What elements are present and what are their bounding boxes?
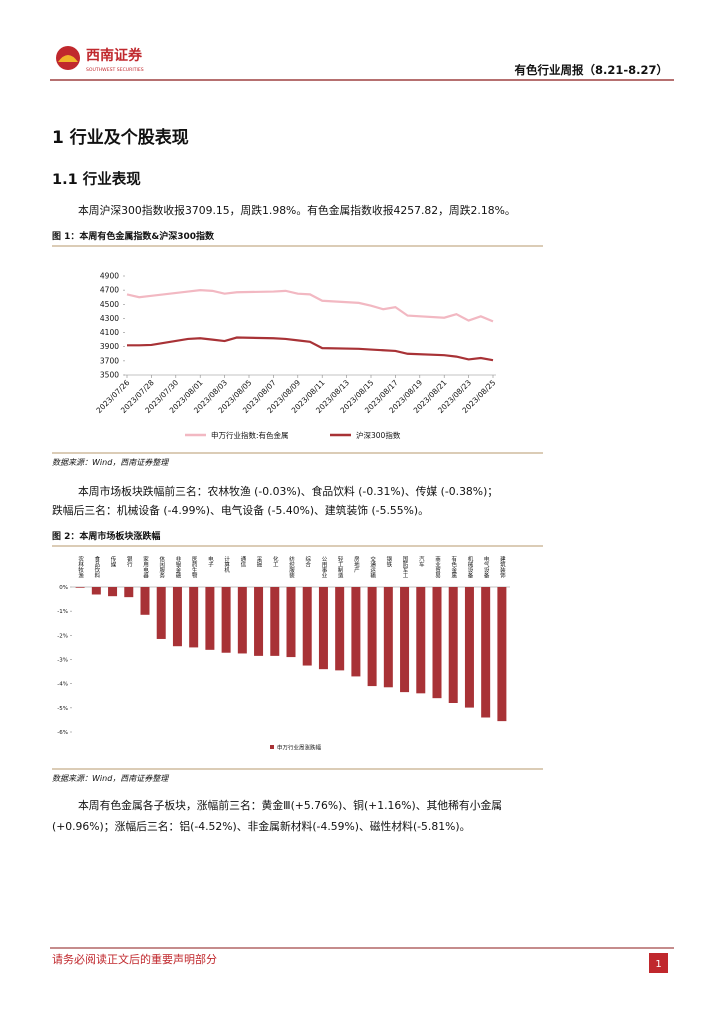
bar — [91, 587, 101, 595]
bar — [448, 587, 458, 703]
bar — [432, 587, 442, 699]
y-tick-label: -5% — [57, 706, 68, 712]
y-tick-label: 4100 — [100, 328, 119, 337]
y-tick-label: 3500 — [100, 371, 119, 380]
category-label: 有色金属 — [450, 555, 457, 580]
figure-caption: 图 1：本周有色金属指数&沪深300指数 — [52, 230, 215, 242]
bar — [383, 587, 393, 688]
legend-swatch — [270, 745, 274, 749]
category-label: 钢铁 — [385, 555, 392, 569]
line — [127, 336, 494, 362]
category-label: 轻工制造 — [337, 555, 344, 580]
category-label: 医药生物 — [191, 556, 198, 580]
bar — [172, 587, 182, 647]
legend-label: 申万行业周涨跌幅 — [277, 744, 322, 752]
category-label: 公用事业 — [320, 556, 327, 578]
category-label: 房地产 — [353, 555, 360, 574]
bar — [335, 587, 345, 671]
bar — [416, 587, 426, 694]
bar — [140, 587, 150, 615]
bar — [497, 587, 507, 722]
category-label: 通信 — [239, 555, 246, 569]
category-label: 非银金融 — [174, 555, 181, 580]
bar — [318, 587, 328, 670]
bar — [367, 587, 377, 687]
brand: 西南证券 — [86, 47, 143, 64]
bar — [464, 587, 474, 708]
bar — [108, 587, 118, 597]
y-tick-label: -2% — [57, 633, 68, 639]
legend-label: 申万行业指数:有色金属 — [211, 430, 289, 440]
subheading: 1.1 行业表现 — [52, 170, 141, 188]
y-tick-label: 0% — [59, 585, 68, 591]
y-tick-label: 3900 — [100, 342, 119, 351]
category-label: 农林牧渔 — [77, 555, 84, 580]
bar — [400, 587, 410, 693]
category-label: 电气设备 — [483, 555, 490, 580]
category-label: 采掘 — [256, 555, 263, 569]
category-label: 纺织服装 — [288, 555, 295, 580]
bar — [351, 587, 361, 677]
category-label: 传媒 — [110, 555, 117, 569]
bar — [481, 587, 491, 718]
y-tick-label: 3700 — [100, 356, 119, 365]
category-label: 电子 — [207, 555, 214, 568]
disclaimer: 请务必阅读正文后的重要声明部分 — [52, 952, 217, 966]
page-number: 1 — [655, 959, 661, 970]
figure-source: 数据来源：Wind，西南证券整理 — [52, 458, 169, 467]
category-label: 交通运输 — [369, 555, 376, 580]
figure-source: 数据来源：Wind，西南证券整理 — [52, 774, 169, 783]
category-label: 国防军工 — [402, 556, 409, 579]
brand-en: SOUTHWEST SECURITIES — [86, 67, 144, 73]
category-label: 建筑装饰 — [499, 555, 506, 580]
bar — [205, 587, 215, 650]
heading: 1 行业及个股表现 — [52, 127, 189, 148]
y-tick-label: 4300 — [100, 314, 119, 323]
y-tick-label: 4500 — [100, 300, 119, 309]
category-label: 综合 — [304, 555, 311, 569]
y-tick-label: -3% — [57, 658, 68, 664]
paragraph: 本周市场板块跌幅前三名：农林牧渔 (-0.03%)、食品饮料 (-0.31%)、… — [78, 484, 498, 498]
bar — [254, 587, 264, 656]
category-label: 休闲服务 — [158, 555, 165, 580]
category-label: 商业贸易 — [434, 555, 441, 580]
category-label: 计算机 — [223, 555, 230, 574]
paragraph: 本周沪深300指数收报3709.15，周跌1.98%。有色金属指数收报4257.… — [78, 203, 516, 217]
figure-caption: 图 2：本周市场板块涨跌幅 — [52, 530, 160, 542]
paragraph: (+0.96%)；涨幅后三名：铝(-4.52%)、非金属新材料(-4.59%)、… — [52, 819, 470, 833]
line — [126, 289, 494, 323]
bar — [221, 587, 231, 653]
y-tick-label: -6% — [57, 730, 68, 736]
category-label: 机械设备 — [466, 555, 473, 580]
y-tick-label: 4900 — [100, 272, 119, 281]
bar — [270, 587, 280, 656]
y-tick-label: -1% — [57, 609, 68, 615]
bar — [286, 587, 296, 658]
header-title: 有色行业周报（8.21-8.27） — [514, 63, 668, 77]
bar — [237, 587, 247, 654]
legend-label: 沪深300指数 — [356, 430, 401, 440]
category-label: 家用电器 — [142, 555, 149, 580]
bar — [75, 587, 85, 588]
category-label: 汽车 — [418, 555, 425, 569]
category-label: 化工 — [272, 555, 279, 568]
paragraph: 本周有色金属各子板块，涨幅前三名：黄金Ⅲ(+5.76%)、铜(+1.16%)、其… — [78, 798, 502, 812]
y-tick-label: -4% — [57, 682, 68, 688]
paragraph: 跌幅后三名：机械设备 (-4.99%)、电气设备 (-5.40%)、建筑装饰 (… — [52, 503, 429, 517]
category-label: 食品饮料 — [93, 555, 100, 580]
y-tick-label: 4700 — [100, 286, 119, 295]
page-box — [649, 953, 668, 973]
bar — [302, 587, 312, 666]
bar — [156, 587, 166, 639]
bar — [189, 587, 199, 648]
category-label: 银行 — [126, 555, 133, 569]
logo-mark — [58, 55, 78, 62]
bar — [124, 587, 134, 598]
